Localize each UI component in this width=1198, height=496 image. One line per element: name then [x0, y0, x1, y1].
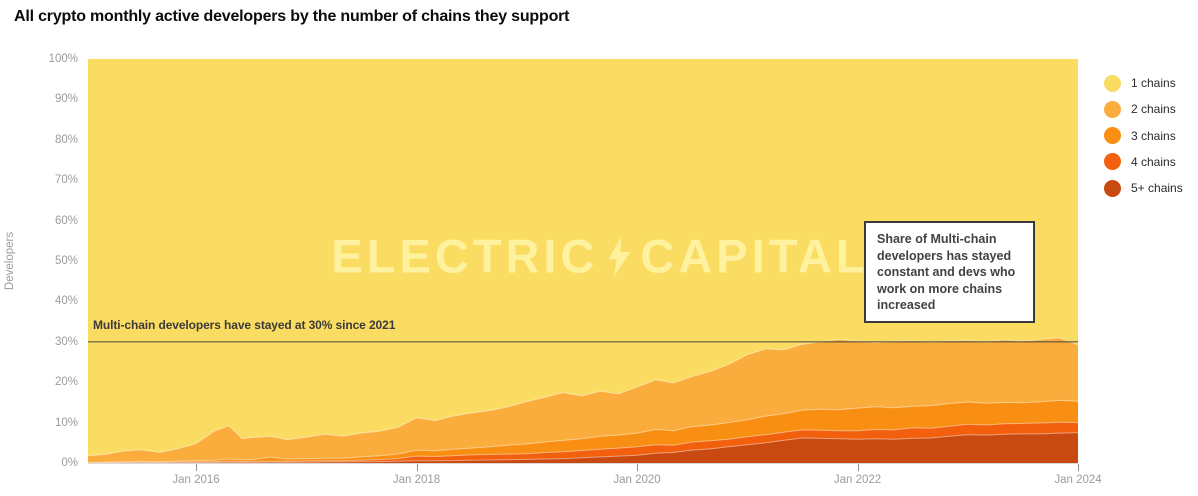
legend-item-1-chains: 1 chains: [1100, 74, 1183, 92]
legend-swatch-icon: [1104, 153, 1121, 171]
y-tick-label: 80%: [54, 133, 78, 146]
y-tick-label: 30%: [54, 335, 78, 348]
y-tick-label: 90%: [54, 93, 78, 106]
legend-label: 5+ chains: [1131, 181, 1183, 196]
legend-item-2-chains: 2 chains: [1100, 100, 1183, 118]
band-2-chains-edge: [88, 337, 1078, 457]
x-tick-mark: [416, 464, 418, 471]
electric-capital-watermark: ELECTRIC CAPITAL: [331, 229, 868, 284]
y-tick-label: 20%: [54, 376, 78, 389]
x-tick-mark: [637, 464, 639, 471]
ref-line-annotation: Multi-chain developers have stayed at 30…: [93, 318, 396, 332]
lightning-bolt-icon: [608, 236, 631, 276]
callout-box: Share of Multi-chain developers has stay…: [864, 221, 1035, 323]
x-tick-label: Jan 2024: [1054, 474, 1102, 486]
legend: 1 chains 2 chains 3 chains 4 chains 5+ chain…: [1100, 74, 1183, 205]
y-tick-label: 100%: [48, 53, 78, 65]
x-tick-label: Jan 2022: [833, 474, 882, 486]
band-5plus-chains-edge: [88, 432, 1078, 463]
x-tick-label: Jan 2020: [613, 474, 661, 486]
y-tick-label: 40%: [54, 295, 78, 308]
band-5plus-chains: [88, 432, 1078, 463]
y-tick-label: 70%: [54, 174, 78, 187]
legend-item-3-chains: 3 chains: [1100, 127, 1183, 145]
band-4-chains-edge: [88, 421, 1078, 463]
y-tick-label: 10%: [54, 416, 78, 429]
chart-title: All crypto monthly active developers by …: [14, 8, 570, 25]
x-tick-label: Jan 2016: [172, 474, 220, 486]
legend-swatch-icon: [1104, 179, 1121, 197]
legend-item-5plus-chains: 5+ chains: [1100, 179, 1183, 197]
band-3-chains-edge: [88, 399, 1078, 463]
x-tick-label: Jan 2018: [392, 474, 441, 486]
legend-label: 2 chains: [1131, 102, 1176, 117]
legend-label: 4 chains: [1131, 154, 1176, 169]
legend-swatch-icon: [1104, 74, 1121, 92]
x-tick-mark: [1078, 464, 1079, 471]
x-tick-mark: [857, 464, 859, 471]
legend-item-4-chains: 4 chains: [1100, 153, 1183, 171]
legend-label: 1 chains: [1131, 76, 1176, 90]
watermark-text-left: ELECTRIC: [331, 229, 599, 283]
legend-swatch-icon: [1104, 127, 1121, 145]
legend-swatch-icon: [1104, 100, 1121, 118]
y-tick-label: 0%: [61, 457, 78, 469]
y-tick-label: 60%: [54, 214, 78, 227]
watermark-text-right: CAPITAL: [640, 229, 869, 283]
y-tick-label: 50%: [54, 255, 78, 267]
legend-label: 3 chains: [1131, 128, 1176, 143]
x-tick-mark: [196, 464, 198, 471]
